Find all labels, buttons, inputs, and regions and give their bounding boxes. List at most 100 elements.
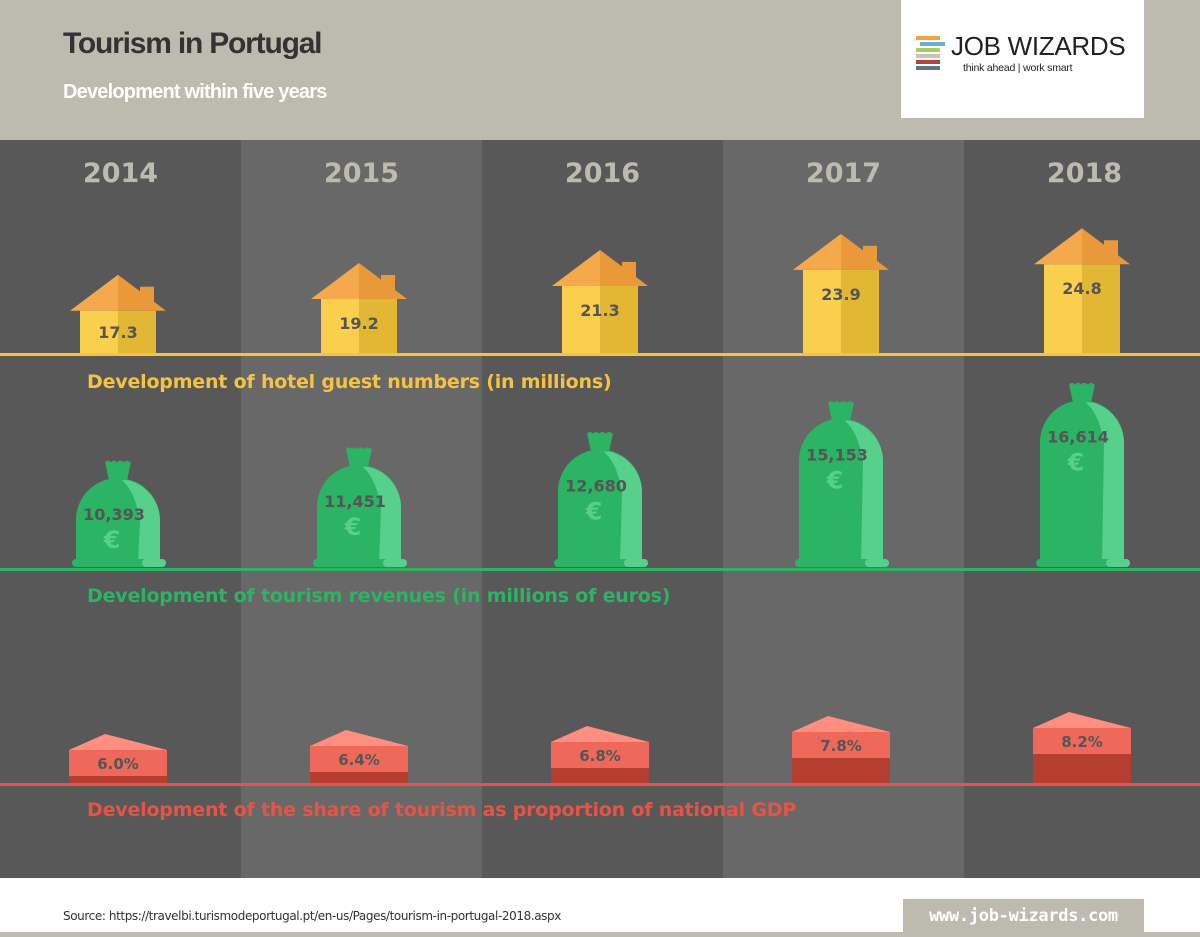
house-roof-shade: [118, 274, 166, 311]
chart-marks: 17.3 19.2 21.3 23.9 24.8 10,393 €11,451 €12,680…: [69, 228, 1131, 783]
gdp-block-band: [69, 750, 167, 776]
bag-highlight: [120, 479, 160, 564]
house-body: [803, 269, 841, 353]
gdp-value-label: 8.2%: [1061, 733, 1103, 751]
house-roof-shade: [841, 233, 889, 270]
footer: Source: https://travelbi.turismodeportug…: [0, 878, 1200, 937]
revenue-value-label: 16,614: [1047, 427, 1109, 446]
bag-neck: [346, 448, 372, 467]
gdp-block-fill: [1033, 754, 1131, 783]
logo-bar: [920, 42, 945, 46]
page-subtitle: Development within five years: [63, 81, 327, 103]
bag-neck: [1069, 384, 1095, 403]
bag-base: [795, 559, 889, 567]
gdp-value-label: 6.0%: [97, 755, 139, 773]
logo-bar: [916, 48, 940, 52]
house-roof-shade: [1082, 228, 1130, 265]
bag-neck: [587, 433, 613, 452]
house-body-shade: [1082, 264, 1120, 353]
hotel-value-label: 17.3: [98, 323, 137, 342]
website-badge[interactable]: www.job-wizards.com: [903, 899, 1144, 934]
gdp-block-roof: [69, 734, 167, 750]
gdp-block-icon: 6.8%: [551, 726, 649, 783]
hotel-value-label: 19.2: [339, 314, 378, 333]
year-label: 2017: [805, 158, 882, 189]
gdp-block-roof: [310, 730, 408, 746]
house-body: [1044, 264, 1082, 353]
gdp-block-fill: [69, 776, 167, 783]
logo-bar: [916, 60, 940, 64]
house-icon: 23.9: [793, 233, 889, 353]
gdp-block-icon: 7.8%: [792, 716, 890, 783]
logo-name: JOB WIZARDS: [951, 31, 1126, 61]
logo: JOB WIZARDS think ahead | work smart: [901, 0, 1144, 118]
house-body: [321, 298, 359, 353]
logo-bar: [916, 66, 940, 70]
house-roof: [1034, 228, 1082, 265]
stacked-books-icon: [916, 36, 946, 72]
revenue-baseline: [0, 568, 1200, 571]
gdp-value-label: 7.8%: [820, 737, 862, 755]
euro-icon: €: [585, 498, 603, 526]
hotel-value-label: 24.8: [1062, 279, 1101, 298]
bag-base-highlight: [865, 559, 889, 567]
gdp-block-roof: [551, 726, 649, 742]
bag-highlight: [361, 465, 401, 564]
gdp-block-roof: [792, 716, 890, 732]
gdp-block-icon: 8.2%: [1033, 712, 1131, 783]
logo-bar: [916, 36, 940, 40]
gdp-block-band: [792, 732, 890, 758]
gdp-block-fill: [551, 768, 649, 783]
year-label: 2018: [1046, 158, 1123, 189]
bag-tie: [828, 401, 853, 403]
bag-base: [313, 559, 407, 567]
house-roof-shade: [359, 262, 407, 299]
gdp-block-fill: [792, 758, 890, 783]
house-roof: [70, 274, 118, 311]
header-banner: Tourism in Portugal Development within f…: [0, 0, 1200, 140]
gdp-block-icon: 6.4%: [310, 730, 408, 783]
money-bag-icon: 16,614 €: [1036, 382, 1130, 567]
revenue-value-label: 15,153: [806, 446, 868, 465]
revenue-value-label: 12,680: [565, 477, 627, 496]
bag-highlight: [602, 450, 642, 564]
revenue-value-label: 10,393: [83, 505, 145, 524]
gdp-block-band: [310, 746, 408, 772]
year-label: 2015: [323, 158, 400, 189]
euro-icon: €: [344, 513, 362, 541]
house-body-shade: [841, 269, 879, 353]
bag-neck: [828, 402, 854, 421]
year-label: 2014: [82, 158, 159, 189]
bag-tie: [346, 447, 371, 449]
source-citation: Source: https://travelbi.turismodeportug…: [63, 909, 561, 923]
house-body-shade: [118, 310, 156, 353]
money-bag-icon: 10,393 €: [72, 460, 166, 567]
house-roof: [552, 249, 600, 286]
bag-neck: [105, 462, 131, 481]
logo-tagline: think ahead | work smart: [963, 62, 1073, 74]
logo-bar: [916, 54, 940, 58]
hotel-baseline: [0, 353, 1200, 356]
house-roof-shade: [600, 249, 648, 286]
money-bag-icon: 15,153 €: [795, 401, 889, 567]
gdp-block-band: [1033, 728, 1131, 754]
hotel-value-label: 21.3: [580, 301, 619, 320]
bag-highlight: [843, 419, 883, 564]
gdp-value-label: 6.8%: [579, 747, 621, 765]
infographic-chart: 2014 2015 2016 2017 2018 Development of hote…: [0, 140, 1200, 878]
hotel-section-label: Development of hotel guest numbers (in m…: [87, 371, 612, 393]
footer-divider: [0, 932, 1200, 937]
bag-base-highlight: [383, 559, 407, 567]
bag-tie: [105, 460, 130, 463]
bag-base-highlight: [1106, 559, 1130, 567]
house-roof: [311, 262, 359, 299]
euro-icon: €: [826, 467, 844, 495]
gdp-block-roof: [1033, 712, 1131, 728]
year-label: 2016: [564, 158, 641, 189]
website-link[interactable]: www.job-wizards.com: [929, 906, 1118, 926]
gdp-section-label: Development of the share of tourism as p…: [87, 799, 797, 821]
bag-base-highlight: [624, 559, 648, 567]
house-icon: 17.3: [70, 274, 166, 353]
page-title: Tourism in Portugal: [63, 27, 323, 60]
bag-tie: [587, 432, 612, 434]
